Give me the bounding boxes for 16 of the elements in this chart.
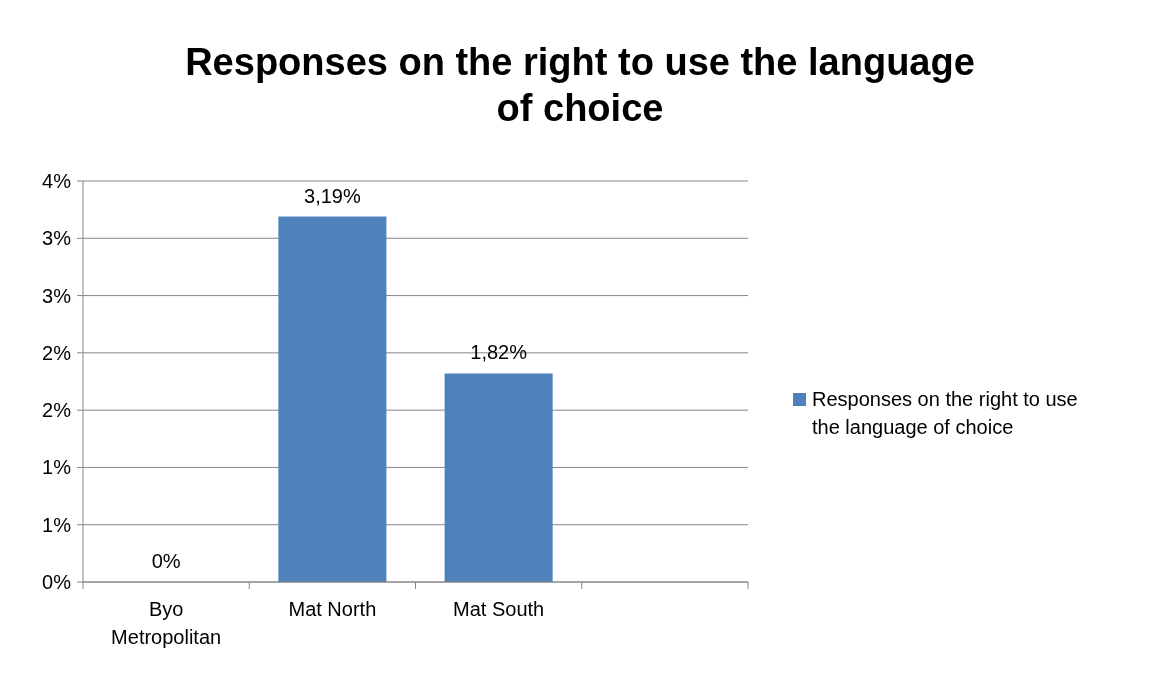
data-label: 1,82%: [470, 341, 528, 364]
y-tick-label: 2%: [42, 399, 72, 422]
x-tick-label: Mat South: [453, 598, 545, 620]
data-label: 3,19%: [304, 184, 361, 207]
data-label: 0%: [151, 550, 181, 572]
chart-title: Responses on the right to use the language of choice: [185, 41, 975, 129]
y-tick-label: 2%: [42, 341, 72, 364]
y-tick-label: 4%: [42, 170, 72, 192]
y-tick-label: 0%: [42, 571, 72, 593]
y-tick-label: 3%: [42, 284, 72, 307]
y-tick-label: 1%: [42, 456, 72, 479]
x-tick-label: Mat North: [288, 598, 377, 620]
y-tick-label: 3%: [42, 227, 72, 250]
legend-label: Responses on the right to use the language of choice: [812, 388, 1078, 438]
y-tick-label: 1%: [42, 513, 72, 536]
x-tick-label: Byo Metropolitan: [111, 598, 222, 648]
